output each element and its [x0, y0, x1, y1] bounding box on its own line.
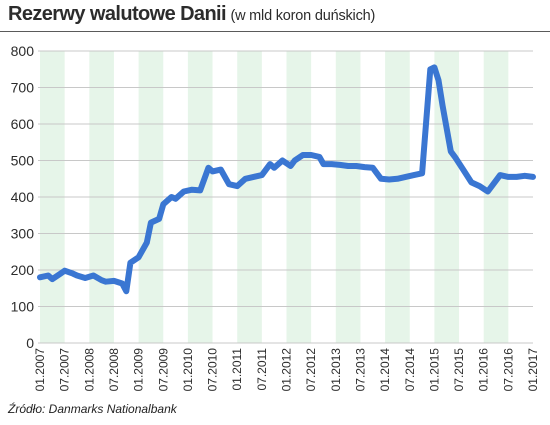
y-tick-label: 600: [11, 116, 35, 132]
x-tick-label: 07.2016: [501, 348, 515, 392]
x-tick-label: 07.2008: [107, 348, 121, 392]
x-tick-label: 01.2009: [132, 348, 146, 392]
series-line: [37, 64, 536, 295]
x-tick-label: 07.2014: [403, 348, 417, 392]
y-tick-label: 200: [11, 262, 35, 278]
x-tick-label: 01.2013: [329, 348, 343, 392]
x-tick-label: 01.2011: [230, 348, 244, 391]
y-tick-label: 0: [26, 335, 34, 351]
x-tick-label: 01.2008: [82, 348, 96, 392]
x-tick-label: 01.2016: [477, 348, 491, 392]
x-tick-label: 07.2013: [353, 348, 367, 392]
chart-gridlines: [38, 50, 533, 344]
y-tick-label: 800: [11, 43, 35, 59]
chart-title: Rezerwy walutowe Danii (w mld koron duńs…: [8, 3, 375, 29]
x-tick-label: 01.2014: [378, 348, 392, 392]
x-tick-label: 07.2011: [255, 348, 269, 391]
x-tick-label: 07.2010: [206, 348, 220, 392]
y-tick-label: 700: [11, 80, 35, 96]
x-tick-label: 07.2015: [452, 348, 466, 392]
x-tick-label: 07.2012: [304, 348, 318, 392]
x-tick-label: 01.2012: [280, 348, 294, 392]
source-note: Źródło: Danmarks Nationalbank: [8, 402, 177, 416]
line-chart: 0 100 200 300 400 500 600 700 800 01.2007 07.2007…: [0, 31, 550, 392]
chart-series: [37, 64, 536, 295]
y-axis-labels: 0 100 200 300 400 500 600 700 800: [11, 43, 35, 351]
x-tick-label: 07.2007: [58, 348, 72, 392]
chart-title-main: Rezerwy walutowe Danii: [8, 3, 227, 25]
x-tick-label: 07.2009: [156, 348, 170, 392]
x-tick-label: 01.2010: [181, 348, 195, 392]
chart-title-subtitle: (w mld koron duńskich): [230, 8, 376, 24]
x-tick-label: 01.2017: [526, 348, 540, 392]
y-tick-label: 400: [11, 189, 35, 205]
x-tick-label: 01.2015: [427, 348, 441, 392]
y-tick-label: 500: [11, 153, 35, 169]
x-tick-label: 01.2007: [33, 348, 47, 392]
y-tick-label: 100: [11, 299, 35, 315]
x-axis-labels: 01.2007 07.2007 01.2008 07.2008 01.2009 07.20…: [33, 348, 540, 392]
y-tick-label: 300: [11, 226, 35, 242]
